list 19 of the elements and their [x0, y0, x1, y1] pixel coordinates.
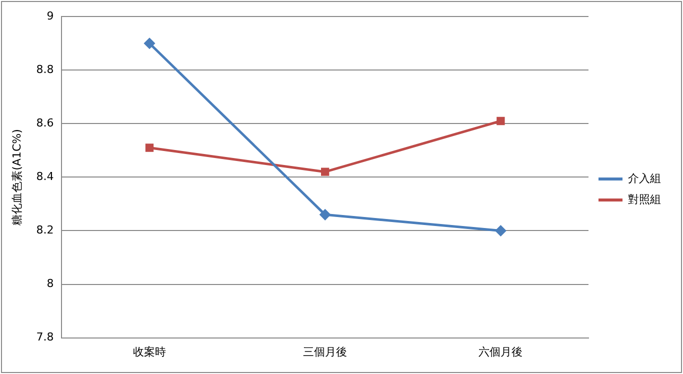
y-tick-label: 9: [46, 9, 54, 22]
x-tick-label: 收案時: [132, 345, 166, 358]
y-tick-label: 8.6: [36, 116, 54, 130]
point: [495, 225, 506, 236]
point: [496, 116, 505, 126]
point: [145, 144, 154, 152]
x-tick-label: 三個月後: [303, 345, 348, 358]
x-tick-label: 六個月後: [478, 345, 523, 358]
y-tick-label: 8.8: [36, 62, 54, 76]
y-tick-label: 8.4: [36, 170, 54, 184]
y-tick-label: 8.2: [36, 224, 54, 237]
y-tick-label: 7.8: [36, 330, 54, 344]
y-tick-label: 8: [46, 277, 54, 290]
point: [144, 38, 155, 49]
point: [320, 209, 330, 220]
legend-label: 對照組: [628, 192, 661, 206]
legend-label: 介入組: [628, 172, 661, 185]
point: [321, 168, 330, 176]
y-axis-title: 糖化血色素(A1C%): [10, 129, 24, 226]
